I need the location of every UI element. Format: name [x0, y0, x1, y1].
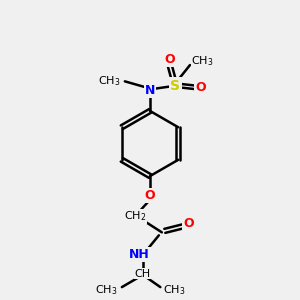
Text: CH: CH	[134, 269, 151, 279]
Text: CH$_3$: CH$_3$	[98, 74, 120, 88]
Text: N: N	[145, 84, 155, 97]
Text: NH: NH	[129, 248, 150, 261]
Text: O: O	[183, 217, 194, 230]
Text: O: O	[164, 52, 175, 66]
Text: O: O	[195, 81, 206, 94]
Text: O: O	[145, 189, 155, 202]
Text: S: S	[170, 79, 180, 93]
Text: CH$_3$: CH$_3$	[163, 283, 186, 297]
Text: CH$_3$: CH$_3$	[95, 283, 117, 297]
Text: CH$_2$: CH$_2$	[124, 209, 146, 223]
Text: CH$_3$: CH$_3$	[191, 54, 214, 68]
